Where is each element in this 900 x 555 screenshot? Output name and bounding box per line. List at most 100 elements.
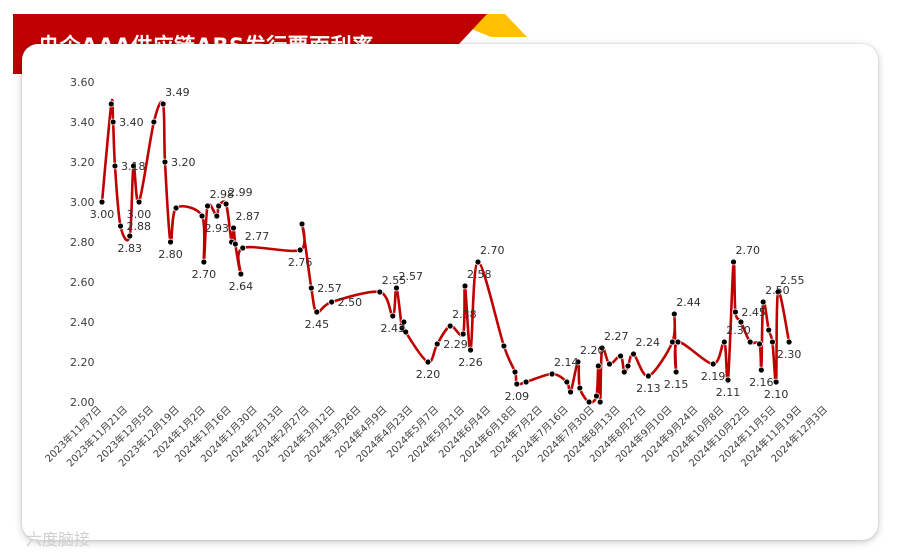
data-label: 2.30 — [777, 348, 802, 361]
data-point — [130, 162, 137, 170]
data-label: 2.20 — [580, 344, 605, 357]
data-label: 2.88 — [127, 220, 152, 233]
data-label: 2.58 — [467, 268, 492, 281]
data-point — [772, 378, 780, 386]
data-label: 2.98 — [210, 188, 235, 201]
y-tick-label: 2.40 — [70, 316, 95, 329]
data-label: 2.76 — [288, 256, 313, 269]
data-point — [474, 258, 482, 266]
data-point — [307, 284, 315, 292]
data-point — [172, 204, 180, 212]
data-label: 2.27 — [604, 330, 629, 343]
data-point — [150, 118, 158, 126]
data-point — [204, 202, 211, 210]
data-point — [730, 258, 737, 266]
data-point — [593, 392, 600, 400]
data-point — [513, 380, 521, 388]
data-point — [765, 326, 773, 334]
data-point — [672, 368, 680, 376]
data-point — [222, 200, 230, 208]
data-label: 3.40 — [119, 116, 144, 129]
data-point — [746, 338, 754, 346]
data-point — [135, 198, 143, 206]
data-point — [759, 298, 767, 306]
data-point — [313, 308, 321, 316]
data-point — [296, 246, 304, 254]
data-label: 2.30 — [726, 324, 751, 337]
data-point — [328, 298, 336, 306]
data-label: 2.15 — [664, 378, 689, 391]
data-label: 2.70 — [736, 244, 761, 257]
data-point — [98, 198, 106, 206]
data-label: 2.09 — [505, 390, 530, 403]
data-label: 2.99 — [228, 186, 253, 199]
data-label: 2.26 — [458, 356, 483, 369]
data-point — [574, 358, 582, 366]
data-point — [393, 284, 400, 292]
data-point — [231, 240, 239, 248]
data-label: 2.16 — [749, 376, 774, 389]
data-point — [237, 270, 245, 278]
data-label: 2.38 — [452, 308, 477, 321]
data-point — [107, 100, 115, 108]
data-point — [756, 340, 763, 348]
data-label: 2.70 — [480, 244, 505, 257]
data-point — [674, 338, 682, 346]
data-point — [459, 330, 467, 338]
data-point — [720, 338, 728, 346]
data-point — [709, 360, 717, 368]
data-point — [213, 212, 221, 220]
data-point — [239, 244, 247, 252]
data-label: 3.18 — [121, 160, 146, 173]
data-point — [111, 162, 119, 170]
data-point — [548, 370, 556, 378]
data-point — [126, 232, 134, 240]
data-point — [598, 344, 606, 352]
y-tick-label: 2.20 — [70, 356, 95, 369]
y-tick-label: 2.80 — [70, 236, 95, 249]
data-point — [298, 220, 306, 228]
data-label: 2.43 — [381, 322, 406, 335]
data-point — [200, 258, 208, 266]
data-point — [230, 224, 237, 232]
data-label: 2.77 — [245, 230, 270, 243]
data-point — [563, 378, 571, 386]
data-point — [389, 312, 397, 320]
data-point — [424, 358, 432, 366]
data-point — [670, 310, 678, 318]
data-point — [433, 340, 441, 348]
y-tick-label: 3.20 — [70, 156, 95, 169]
data-point — [567, 388, 574, 396]
data-point — [630, 350, 637, 358]
data-label: 2.70 — [192, 268, 217, 281]
data-point — [376, 288, 384, 296]
data-label: 2.64 — [229, 280, 254, 293]
data-point — [585, 398, 593, 406]
data-point — [669, 338, 676, 346]
data-point — [467, 346, 474, 354]
data-point — [644, 372, 652, 380]
data-point — [785, 338, 793, 346]
data-point — [594, 362, 602, 370]
data-label: 2.50 — [338, 296, 363, 309]
data-label: 2.10 — [764, 388, 789, 401]
data-point — [596, 398, 604, 406]
data-point — [161, 158, 169, 166]
data-label: 2.93 — [205, 222, 230, 235]
data-point — [400, 318, 408, 326]
data-point — [737, 318, 745, 326]
data-label: 2.45 — [305, 318, 330, 331]
y-tick-label: 2.00 — [70, 396, 95, 409]
data-label: 2.19 — [701, 370, 726, 383]
y-tick-label: 3.60 — [70, 76, 95, 89]
data-label: 2.50 — [765, 284, 790, 297]
data-label: 2.14 — [554, 356, 579, 369]
data-point — [198, 212, 206, 220]
data-label: 2.45 — [741, 306, 766, 319]
data-label: 2.11 — [716, 386, 741, 399]
data-point — [402, 328, 410, 336]
data-point — [446, 322, 454, 330]
y-tick-label: 3.40 — [70, 116, 95, 129]
data-point — [724, 376, 732, 384]
